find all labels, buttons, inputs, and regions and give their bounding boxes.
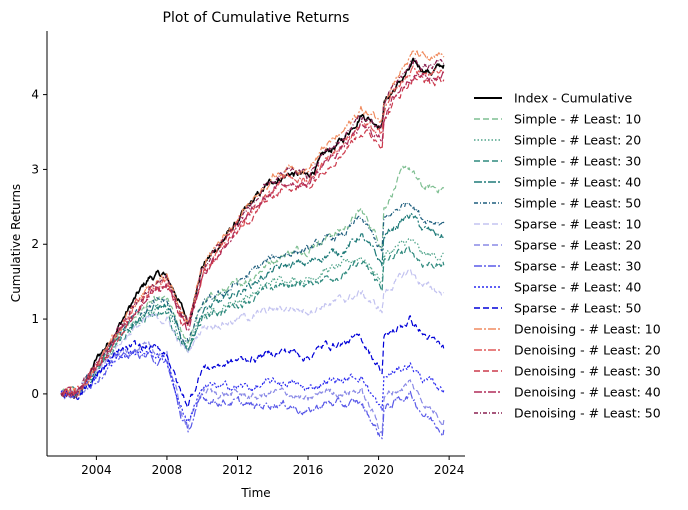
x-tick-label: 2004 — [81, 463, 112, 477]
y-axis-label: Cumulative Returns — [9, 184, 23, 302]
chart-title: Plot of Cumulative Returns — [163, 10, 350, 26]
legend-label: Sparse - # Least: 10 — [514, 217, 641, 232]
y-tick-label: 1 — [31, 312, 39, 326]
x-tick-label: 2020 — [363, 463, 394, 477]
legend-label: Index - Cumulative — [514, 91, 633, 106]
legend-entry: Denoising - # Least: 20 — [474, 343, 661, 358]
legend-entry: Sparse - # Least: 40 — [474, 280, 641, 295]
legend-label: Sparse - # Least: 20 — [514, 238, 641, 253]
legend-entry: Denoising - # Least: 50 — [474, 406, 661, 421]
legend-entry: Simple - # Least: 30 — [474, 154, 641, 169]
x-tick-label: 2012 — [222, 463, 253, 477]
legend-label: Simple - # Least: 20 — [514, 133, 641, 148]
series-line-1 — [60, 57, 445, 399]
legend-entry: Simple - # Least: 20 — [474, 133, 641, 148]
x-tick-label: 2024 — [434, 463, 465, 477]
legend-entry: Sparse - # Least: 30 — [474, 259, 641, 274]
x-axis-label: Time — [240, 486, 270, 500]
y-tick-label: 4 — [31, 88, 39, 102]
x-tick-label: 2016 — [293, 463, 324, 477]
legend-entry: Simple - # Least: 50 — [474, 196, 641, 211]
legend-entry: Sparse - # Least: 50 — [474, 301, 641, 316]
legend-label: Simple - # Least: 50 — [514, 196, 641, 211]
y-tick-label: 2 — [31, 237, 39, 251]
x-ticks: 2004 2008 2012 2016 2020 2024 — [81, 456, 464, 477]
series-line-6 — [60, 202, 445, 396]
legend-label: Denoising - # Least: 30 — [514, 364, 661, 379]
series-line-12 — [60, 50, 445, 397]
legend-label: Simple - # Least: 10 — [514, 112, 641, 127]
x-tick-label: 2008 — [152, 463, 183, 477]
series-line-4 — [60, 245, 445, 397]
y-tick-label: 0 — [31, 387, 39, 401]
legend-entry: Sparse - # Least: 20 — [474, 238, 641, 253]
series-line-16 — [60, 57, 445, 400]
series-layer — [60, 50, 445, 440]
series-line-14 — [60, 75, 445, 397]
series-line-2 — [60, 165, 445, 397]
legend-label: Denoising - # Least: 40 — [514, 385, 661, 400]
legend-label: Denoising - # Least: 10 — [514, 322, 661, 337]
series-line-13 — [60, 65, 445, 399]
series-line-15 — [61, 71, 445, 396]
legend-label: Denoising - # Least: 50 — [514, 406, 661, 421]
series-line-9 — [60, 348, 445, 440]
plot-area: 2004 2008 2012 2016 2020 2024 0 1 2 3 4 — [31, 31, 465, 477]
legend-label: Simple - # Least: 40 — [514, 175, 641, 190]
y-tick-label: 3 — [31, 162, 39, 176]
legend-label: Denoising - # Least: 20 — [514, 343, 661, 358]
legend-entry: Denoising - # Least: 10 — [474, 322, 661, 337]
legend-entry: Denoising - # Least: 30 — [474, 364, 661, 379]
legend: Index - Cumulative Simple - # Least: 10 Si… — [474, 91, 661, 421]
y-ticks: 0 1 2 3 4 — [31, 88, 47, 401]
series-line-8 — [60, 340, 445, 434]
legend-entry: Denoising - # Least: 40 — [474, 385, 661, 400]
series-line-10 — [60, 349, 445, 422]
series-line-7 — [60, 268, 445, 397]
legend-entry: Simple - # Least: 10 — [474, 112, 641, 127]
legend-entry: Simple - # Least: 40 — [474, 175, 641, 190]
legend-entry: Index - Cumulative — [474, 91, 633, 106]
legend-label: Sparse - # Least: 50 — [514, 301, 641, 316]
legend-entry: Sparse - # Least: 10 — [474, 217, 641, 232]
legend-label: Simple - # Least: 30 — [514, 154, 641, 169]
legend-label: Sparse - # Least: 30 — [514, 259, 641, 274]
series-line-5 — [60, 212, 445, 398]
legend-label: Sparse - # Least: 40 — [514, 280, 641, 295]
